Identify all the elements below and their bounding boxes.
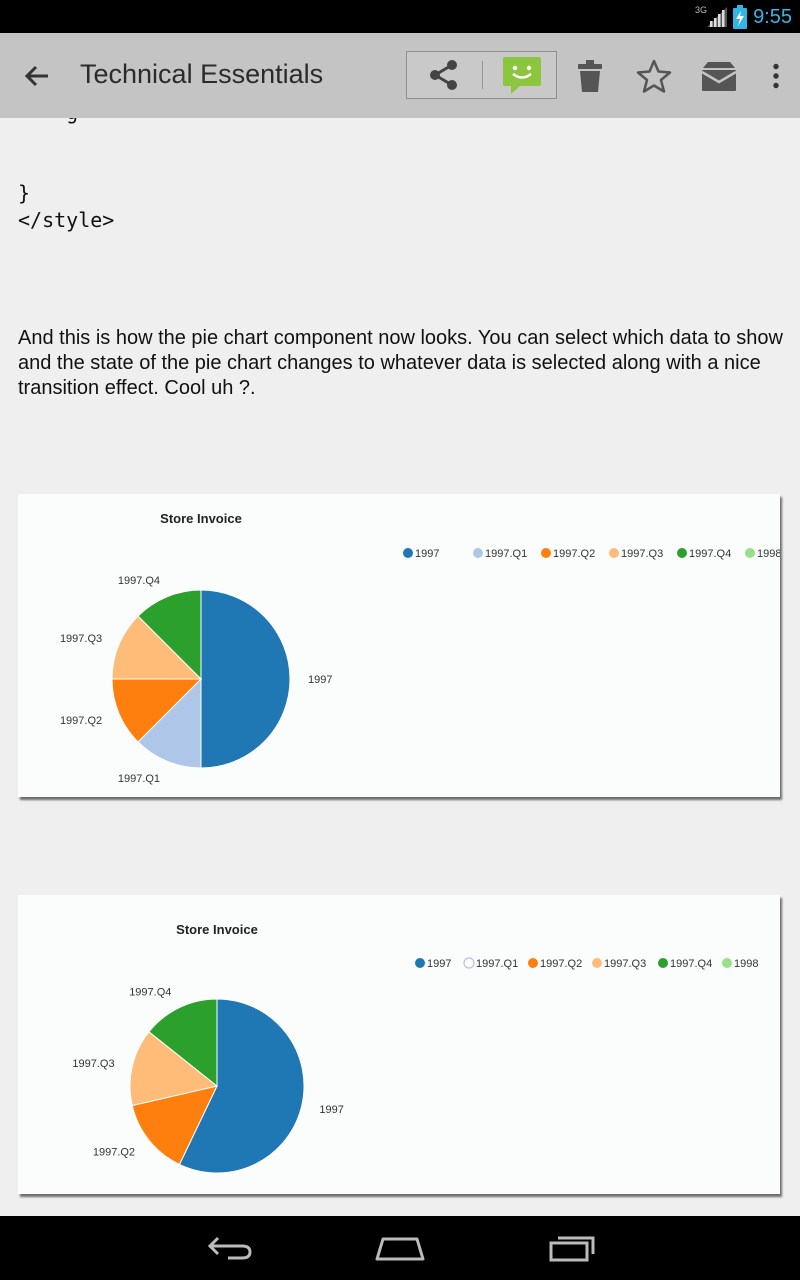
battery-icon — [733, 5, 748, 29]
slice-label: 1997.Q3 — [60, 633, 102, 645]
share-icon — [430, 60, 457, 90]
star-icon — [636, 59, 672, 93]
back-button[interactable] — [14, 53, 60, 99]
pie-chart-1: Store Invoice 1997 1997.Q1 1997.Q2 1997.Q3 19… — [60, 511, 780, 785]
message-button[interactable] — [487, 52, 557, 98]
nav-back-button[interactable] — [190, 1224, 270, 1272]
status-time: 9:55 — [753, 5, 792, 28]
pie-slice — [111, 678, 203, 743]
legend-label: 1997.Q4 — [670, 958, 712, 970]
delete-button[interactable] — [566, 53, 614, 99]
pie-slice — [137, 589, 202, 681]
pie-slice — [137, 677, 202, 769]
slice-label: 1997.Q4 — [118, 575, 160, 587]
legend-label: 1997.Q2 — [540, 958, 582, 970]
slice-label: 1997.Q4 — [129, 986, 171, 998]
navigation-bar — [0, 1216, 800, 1280]
pie-slice — [131, 1085, 218, 1166]
legend-label: 1997.Q2 — [553, 548, 595, 560]
clipped-code-line: g — [18, 118, 78, 124]
slice-label: 1997.Q1 — [118, 773, 160, 785]
pie-chart-card-1: Store Invoice 1997 1997.Q1 1997.Q2 1997.Q3 19… — [18, 494, 780, 797]
share-action-group — [406, 51, 557, 99]
share-button[interactable] — [407, 52, 481, 98]
archive-icon — [701, 62, 737, 91]
pie-slice — [129, 1031, 219, 1107]
message-icon — [503, 57, 541, 94]
legend-marker — [677, 548, 687, 558]
legend-label: 1997 — [415, 548, 439, 560]
article-paragraph: And this is how the pie chart component … — [18, 327, 783, 399]
action-bar: Technical Essentials — [0, 33, 800, 118]
page-title: Technical Essentials — [80, 59, 324, 89]
chart-title: Store Invoice — [176, 922, 258, 937]
recents-nav-icon — [549, 1236, 595, 1262]
pie-slice — [148, 998, 218, 1088]
legend-label: 1997.Q3 — [604, 958, 646, 970]
legend-label: 1998 — [757, 548, 780, 560]
overflow-menu-button[interactable] — [752, 53, 800, 99]
legend-marker — [658, 958, 668, 968]
legend-marker — [528, 958, 538, 968]
back-arrow-icon — [24, 65, 48, 87]
favorite-button[interactable] — [630, 53, 678, 99]
home-nav-icon — [375, 1237, 425, 1261]
legend-marker — [745, 548, 755, 558]
code-line: } — [18, 181, 31, 205]
status-bar: 3G 9:55 — [0, 0, 800, 33]
legend-label: 1997.Q1 — [485, 548, 527, 560]
slice-label: 1997.Q3 — [72, 1058, 114, 1070]
legend-label: 1997.Q3 — [621, 548, 663, 560]
legend-marker — [473, 548, 483, 558]
pie-slice — [178, 998, 305, 1174]
legend-marker — [592, 958, 602, 968]
archive-button[interactable] — [695, 53, 743, 99]
legend-label: 1997.Q4 — [689, 548, 731, 560]
share-divider — [482, 61, 483, 89]
legend-marker — [722, 958, 732, 968]
nav-recents-button[interactable] — [532, 1224, 612, 1272]
article-content[interactable]: g } </style> And this is how the pie cha… — [0, 118, 800, 1216]
chart-title: Store Invoice — [160, 511, 242, 526]
slice-label: 1997.Q2 — [93, 1147, 135, 1159]
back-nav-icon — [207, 1236, 252, 1260]
signal-icon — [707, 7, 728, 27]
trash-icon — [578, 60, 602, 92]
legend-marker — [403, 548, 413, 558]
pie-chart-card-2: Store Invoice 1997 1997.Q1 1997.Q2 1997.Q3 19… — [18, 895, 780, 1194]
legend-marker — [609, 548, 619, 558]
legend-label: 1997 — [427, 958, 451, 970]
nav-home-button[interactable] — [360, 1224, 440, 1272]
status-icons: 3G 9:55 — [695, 4, 792, 30]
overflow-menu-icon — [773, 63, 779, 89]
slice-label: 1997 — [319, 1104, 343, 1116]
legend-marker — [463, 957, 475, 969]
code-block: } </style> — [18, 180, 114, 234]
legend-marker — [541, 548, 551, 558]
legend-marker — [415, 958, 425, 968]
slice-label: 1997 — [308, 674, 332, 686]
network-type: 3G — [695, 5, 708, 15]
pie-slice — [111, 615, 203, 680]
code-line: </style> — [18, 208, 115, 232]
legend-label: 1997.Q1 — [476, 958, 518, 970]
pie-slice — [200, 589, 291, 769]
legend-label: 1998 — [734, 958, 758, 970]
slice-label: 1997.Q2 — [60, 715, 102, 727]
pie-chart-2: Store Invoice 1997 1997.Q1 1997.Q2 1997.Q3 19… — [72, 922, 758, 1174]
